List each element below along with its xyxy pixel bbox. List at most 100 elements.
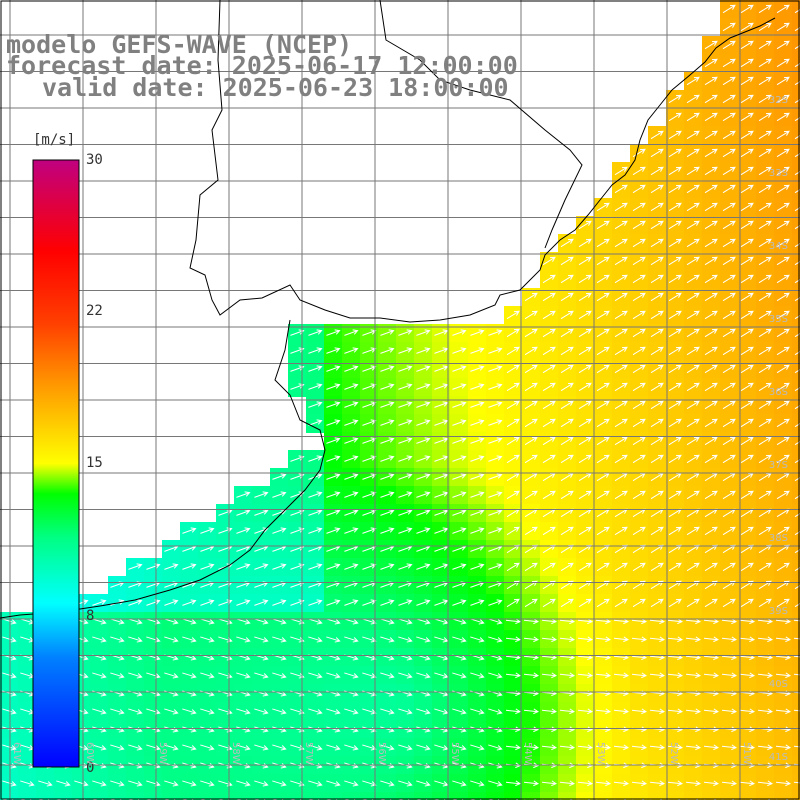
wind-arrow	[452, 708, 467, 715]
wind-cell	[774, 432, 793, 451]
wind-cell	[648, 234, 667, 253]
wind-arrow	[559, 780, 576, 787]
wind-arrow	[470, 329, 485, 336]
wind-cell	[684, 288, 703, 307]
wind-arrow	[776, 364, 790, 374]
wind-cell	[558, 576, 577, 595]
wind-arrow	[686, 130, 700, 140]
wind-arrow	[668, 166, 682, 176]
lat-label: 38S	[768, 533, 788, 544]
wind-arrow	[470, 509, 485, 516]
wind-arrow	[632, 436, 646, 446]
wind-cell	[756, 72, 775, 91]
wind-cell	[774, 450, 793, 469]
wind-cell	[756, 54, 775, 73]
wind-arrow	[182, 744, 197, 751]
wind-arrow	[740, 256, 754, 266]
wind-arrow	[685, 744, 702, 751]
wind-cell	[702, 594, 721, 613]
wind-arrow	[416, 563, 431, 570]
wind-cell	[774, 198, 793, 217]
wind-cell	[666, 144, 685, 163]
wind-arrow	[560, 490, 574, 500]
wind-cell	[216, 576, 235, 595]
wind-arrow	[344, 563, 359, 570]
wind-cell	[504, 486, 523, 505]
wind-arrow	[596, 436, 610, 446]
wind-arrow	[578, 310, 592, 320]
wind-cell	[738, 72, 757, 91]
wind-arrow	[308, 708, 323, 715]
wind-arrow	[578, 238, 592, 248]
wind-cell	[486, 396, 505, 415]
wind-cell	[450, 576, 469, 595]
wind-cell	[234, 792, 253, 800]
wind-cell	[198, 792, 217, 800]
wind-cell	[612, 198, 631, 217]
wind-cell	[774, 288, 793, 307]
wind-arrow	[757, 618, 774, 625]
wind-cell	[594, 522, 613, 541]
wind-arrow	[559, 672, 576, 679]
wind-cell	[306, 522, 325, 541]
wind-cell	[792, 324, 800, 343]
wind-arrow	[614, 436, 628, 446]
wind-cell	[648, 504, 667, 523]
wind-cell	[720, 594, 739, 613]
wind-cell	[792, 144, 800, 163]
wind-arrow	[650, 598, 664, 608]
wind-cell	[396, 450, 415, 469]
wind-cell	[792, 18, 800, 37]
wind-arrow	[793, 745, 800, 748]
wind-arrow	[667, 780, 684, 787]
wind-arrow	[416, 419, 431, 426]
wind-cell	[360, 414, 379, 433]
wind-cell	[720, 54, 739, 73]
wind-cell	[684, 342, 703, 361]
wind-cell	[504, 360, 523, 379]
wind-arrow	[290, 636, 305, 643]
wind-arrow	[524, 292, 538, 302]
wind-cell	[180, 522, 199, 541]
wind-cell	[792, 378, 800, 397]
wind-cell	[720, 108, 739, 127]
wind-arrow	[596, 418, 610, 428]
wind-arrow	[668, 220, 682, 230]
wind-cell	[252, 792, 271, 800]
wind-arrow	[740, 94, 754, 104]
wind-arrow	[560, 436, 574, 446]
wind-arrow	[344, 365, 359, 372]
colorbar-tick-8: 8	[86, 608, 95, 624]
wind-cell	[270, 558, 289, 577]
wind-arrow	[398, 672, 413, 679]
wind-arrow	[722, 436, 736, 446]
wind-arrow	[595, 780, 612, 787]
wind-arrow	[128, 599, 143, 606]
wind-arrow	[470, 708, 485, 715]
wind-cell	[504, 414, 523, 433]
wind-arrow	[649, 618, 666, 625]
wind-cell	[414, 324, 433, 343]
wind-arrow	[344, 780, 359, 787]
wind-cell	[738, 342, 757, 361]
wind-arrow	[776, 382, 790, 392]
wind-cell	[504, 504, 523, 523]
wind-cell	[648, 576, 667, 595]
wind-cell	[342, 378, 361, 397]
wind-cell	[792, 792, 800, 800]
wind-arrow	[380, 563, 395, 570]
wind-arrow	[722, 238, 736, 248]
wind-cell	[648, 306, 667, 325]
wind-cell	[576, 792, 595, 800]
wind-arrow	[326, 636, 341, 643]
wind-cell	[666, 306, 685, 325]
wind-arrow	[524, 436, 538, 446]
wind-cell	[306, 396, 325, 415]
wind-arrow	[650, 418, 664, 428]
wind-cell	[684, 198, 703, 217]
wind-arrow	[452, 437, 467, 444]
wind-arrow	[740, 364, 754, 374]
wind-cell	[702, 792, 721, 800]
wind-cell	[792, 288, 800, 307]
